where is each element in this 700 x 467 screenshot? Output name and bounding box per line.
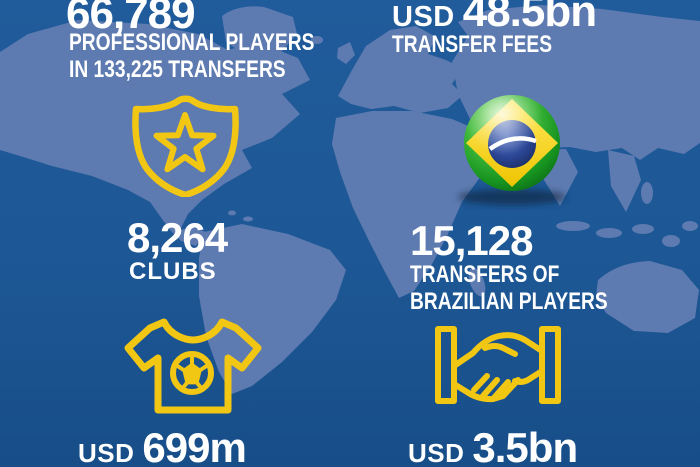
brazil-football-icon [458, 95, 566, 205]
transfer-fees-value: 48.5bn [462, 0, 597, 36]
brazil-transfers-label-line2: BRAZILIAN PLAYERS [410, 288, 608, 315]
brazil-transfers-label-line1: TRANSFERS OF [410, 261, 560, 288]
brazil-fees-amount: USD 3.5bn [408, 424, 578, 467]
brazil-transfers-label: TRANSFERS OF BRAZILIAN PLAYERS [410, 261, 657, 315]
club-badge-icon [132, 95, 239, 197]
clubs-count: 8,264 [127, 214, 228, 261]
transfer-fees-label: TRANSFER FEES [392, 31, 553, 58]
clubs-label: CLUBS [129, 258, 217, 285]
ball-shadow [458, 189, 566, 205]
brazil-fees-value: 3.5bn [472, 424, 578, 467]
handshake-icon [435, 326, 561, 404]
players-count: 66,789 [66, 0, 196, 38]
clubs-fees-currency: USD [78, 438, 135, 467]
transfer-fees-amount: USD 48.5bn [392, 0, 597, 37]
players-label-line2: IN 133,225 TRANSFERS [69, 56, 286, 83]
clubs-fees-amount: USD 699m [78, 424, 247, 467]
jersey-ball-icon [170, 351, 214, 395]
players-label: PROFESSIONAL PLAYERS IN 133,225 TRANSFER… [69, 29, 376, 83]
brazil-transfers-count: 15,128 [410, 217, 533, 264]
transfer-fees-currency: USD [392, 1, 455, 33]
brazil-fees-currency: USD [408, 438, 465, 467]
players-label-line1: PROFESSIONAL PLAYERS [69, 29, 315, 56]
jersey-icon [124, 318, 262, 414]
clubs-fees-value: 699m [142, 424, 246, 467]
